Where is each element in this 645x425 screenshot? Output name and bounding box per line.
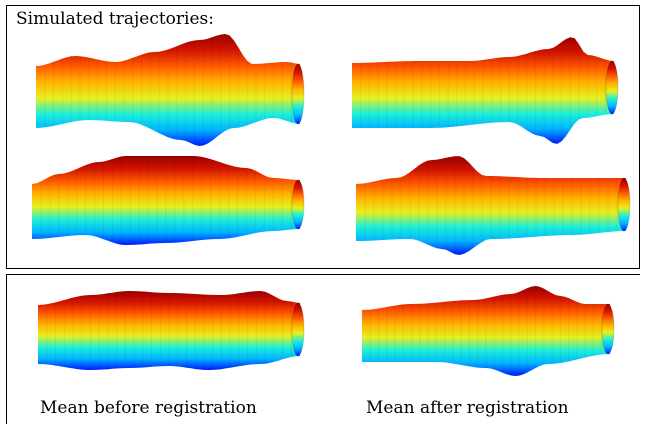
surface-end-cap [617,177,631,232]
surface-mean-before [38,291,305,370]
surface-body-trajectory-4 [356,156,626,255]
surface-end-cap [291,302,305,357]
surface-body-trajectory-3 [32,156,300,245]
surface-trajectory-2 [352,37,619,144]
surface-end-cap [601,303,615,355]
surface-body-mean-after [362,286,610,376]
surface-body-trajectory-1 [36,34,300,146]
surface-trajectory-4 [356,156,631,255]
caption-mean-after: Mean after registration [366,398,569,418]
surface-trajectory-3 [32,156,305,245]
surface-end-cap [291,63,305,125]
surface-end-cap [605,60,619,115]
surface-body-trajectory-2 [352,37,614,144]
surface-mean-after [362,286,615,376]
surface-body-mean-before [38,291,300,370]
caption-mean-before: Mean before registration [40,398,257,418]
surface-end-cap [291,179,305,230]
surface-trajectory-1 [36,34,305,146]
panel-title: Simulated trajectories: [16,9,214,29]
